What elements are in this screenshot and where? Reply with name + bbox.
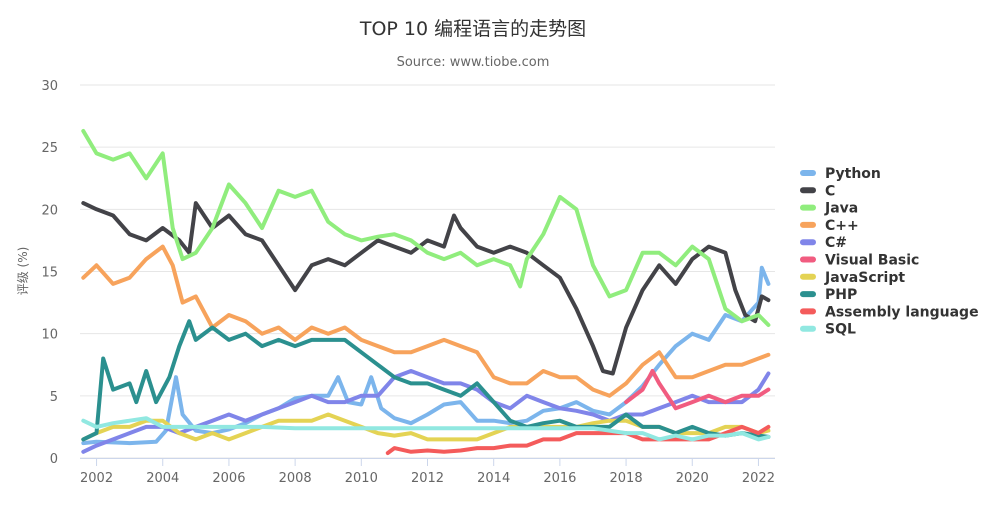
legend-label: Java <box>824 201 858 217</box>
series-line[interactable] <box>81 201 771 376</box>
legend-label: PHP <box>825 287 857 303</box>
x-tick-label: 2004 <box>146 471 179 486</box>
series-line[interactable] <box>624 369 771 411</box>
x-tick-label: 2014 <box>477 471 510 486</box>
chart-subtitle: Source: www.tiobe.com <box>397 55 550 70</box>
legend-label: Python <box>825 166 881 182</box>
y-tick-label: 30 <box>41 79 58 94</box>
legend-swatch <box>800 273 816 280</box>
series-line[interactable] <box>81 244 771 398</box>
legend-label: Visual Basic <box>825 253 919 269</box>
x-tick-label: 2018 <box>610 471 643 486</box>
y-tick-label: 20 <box>41 203 58 218</box>
legend-swatch <box>800 239 816 246</box>
legend-item[interactable]: JavaScript <box>800 270 905 286</box>
x-tick-label: 2008 <box>279 471 312 486</box>
series-line[interactable] <box>81 319 771 442</box>
series-line[interactable] <box>81 265 771 446</box>
y-tick-label: 10 <box>41 328 58 343</box>
legend-label: JavaScript <box>824 270 905 286</box>
x-tick-label: 2016 <box>543 471 576 486</box>
legend-label: C <box>825 183 835 199</box>
y-tick-label: 15 <box>41 266 58 281</box>
series-line[interactable] <box>81 129 771 327</box>
chart-title: TOP 10 编程语言的走势图 <box>359 18 586 40</box>
legend-label: C# <box>825 235 847 251</box>
legend-swatch <box>800 221 816 228</box>
y-tick-label: 5 <box>50 390 58 405</box>
legend-item[interactable]: Python <box>800 166 881 182</box>
legend-swatch <box>800 291 816 298</box>
legend-item[interactable]: PHP <box>800 287 857 303</box>
legend-label: C++ <box>825 218 859 234</box>
legend-swatch <box>800 204 816 211</box>
legend-item[interactable]: C++ <box>800 218 859 234</box>
legend-swatch <box>800 187 816 194</box>
legend-item[interactable]: C <box>800 183 835 199</box>
series-line[interactable] <box>81 416 771 442</box>
series-lines <box>81 129 771 455</box>
legend-swatch <box>800 170 816 176</box>
x-tick-label: 2012 <box>411 471 444 486</box>
x-tick-label: 2002 <box>80 471 113 486</box>
legend-item[interactable]: Assembly language <box>800 304 979 320</box>
y-tick-label: 25 <box>41 141 58 156</box>
legend-item[interactable]: Java <box>800 201 858 217</box>
axis-ticks: 0 5 10 15 20 25 30 2002 2004 2006 2008 2010 2012 2014… <box>41 79 775 486</box>
legend-swatch <box>800 256 816 263</box>
y-tick-label: 0 <box>50 452 58 467</box>
legend-item[interactable]: SQL <box>800 322 856 338</box>
legend-label: SQL <box>825 322 856 338</box>
x-tick-label: 2020 <box>676 471 709 486</box>
legend-item[interactable]: Visual Basic <box>800 253 919 269</box>
x-tick-label: 2010 <box>345 471 378 486</box>
x-tick-label: 2006 <box>212 471 245 486</box>
x-tick-label: 2022 <box>742 471 775 486</box>
legend-item[interactable]: C# <box>800 235 847 251</box>
y-axis-title: 评级 (%) <box>16 247 30 296</box>
legend-label: Assembly language <box>825 304 979 320</box>
legend-swatch <box>800 308 816 315</box>
legend-swatch <box>800 325 816 332</box>
series-line[interactable] <box>385 424 771 455</box>
